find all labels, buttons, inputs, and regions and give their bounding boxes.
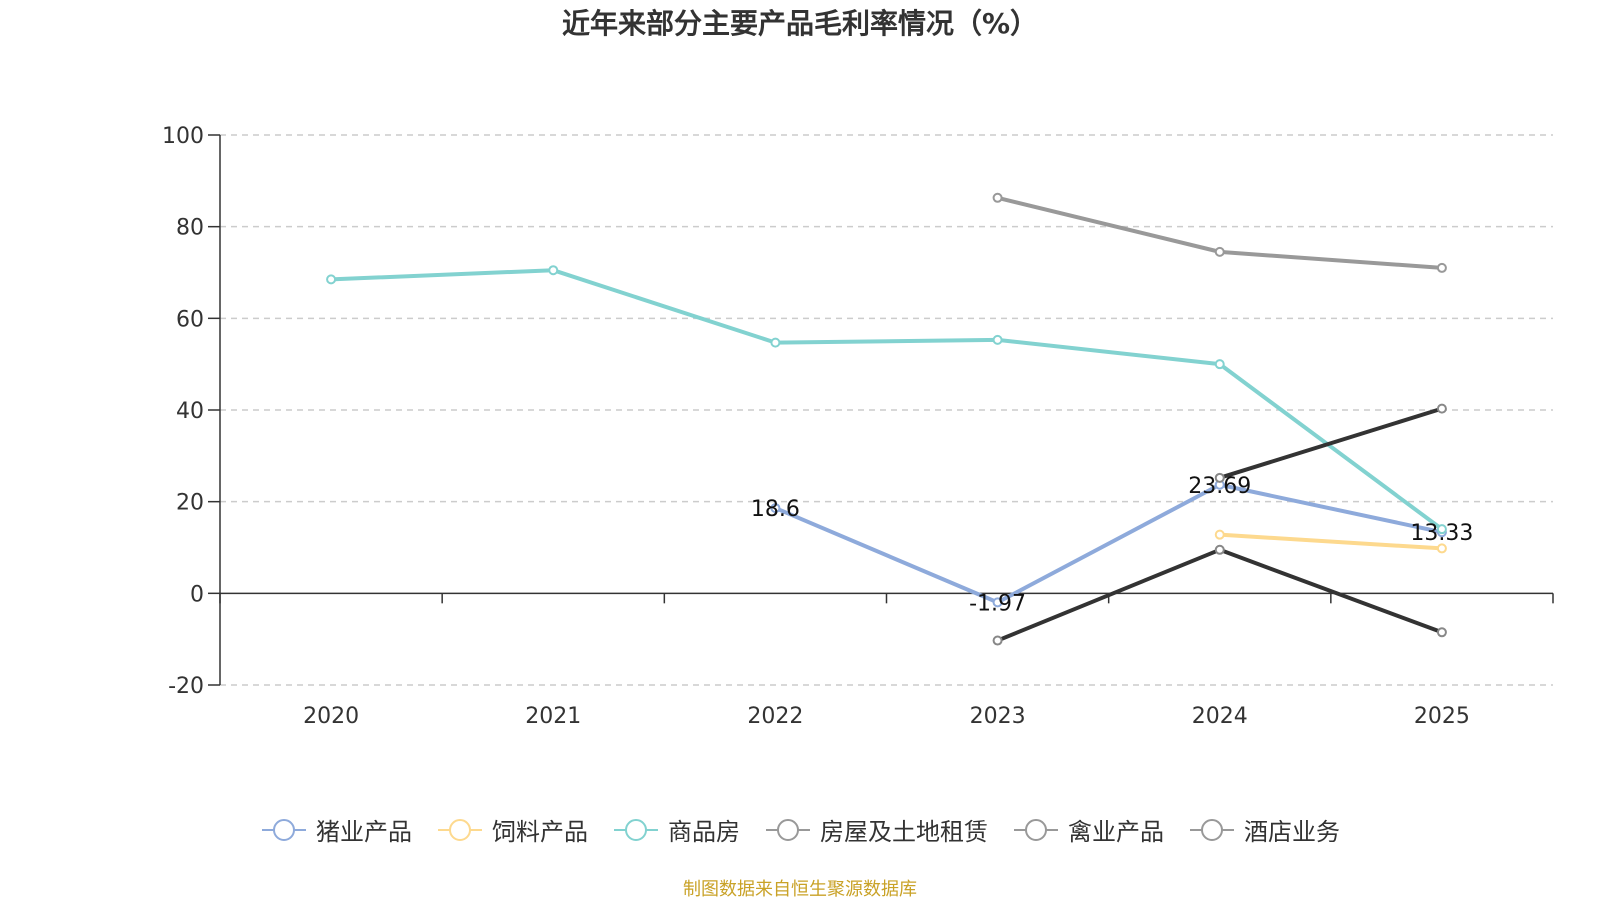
legend-label: 酒店业务: [1244, 818, 1340, 846]
legend-label: 饲料产品: [492, 818, 588, 846]
legend-label: 房屋及土地租赁: [820, 818, 988, 846]
data-point: [992, 334, 1003, 345]
data-point: [1214, 529, 1225, 540]
legend-label: 商品房: [668, 818, 740, 846]
legend-item[interactable]: 房屋及土地租赁: [764, 812, 988, 847]
y-tick-label: 40: [176, 399, 204, 424]
legend-item[interactable]: 禽业产品: [1012, 812, 1164, 847]
data-point: [1436, 524, 1447, 535]
legend-line-circle-icon: [1014, 818, 1058, 841]
chart-title: 近年来部分主要产品毛利率情况（%）: [561, 7, 1039, 40]
data-point: [1436, 403, 1447, 414]
legend-label: 禽业产品: [1068, 818, 1164, 846]
x-tick-label: 2022: [747, 704, 803, 729]
data-point: [770, 503, 781, 514]
series-line-5: [1219, 406, 1443, 480]
series-line-1: [774, 482, 1443, 605]
legend-line-circle-icon: [614, 818, 658, 841]
data-label: 13.33: [1410, 521, 1473, 546]
data-point: [326, 274, 337, 285]
y-tick-label: 20: [176, 491, 204, 516]
y-tick-label: -20: [168, 674, 204, 699]
y-tick-label: 80: [176, 216, 204, 241]
legend: 猪业产品 饲料产品 商品房 房屋及土地租赁 禽业产品 酒店业务: [0, 812, 1600, 847]
legend-line-circle-icon: [766, 818, 810, 841]
legend-item[interactable]: 酒店业务: [1188, 812, 1340, 847]
data-point: [770, 337, 781, 348]
data-label: 18.6: [751, 497, 800, 522]
data-point: [1436, 543, 1447, 554]
series-line-4: [997, 195, 1443, 270]
data-point: [1436, 262, 1447, 273]
data-point: [1214, 359, 1225, 370]
legend-item[interactable]: 商品房: [612, 812, 740, 847]
data-point: [1214, 472, 1225, 483]
data-label: -1.97: [969, 591, 1026, 616]
x-tick-label: 2021: [525, 704, 581, 729]
y-tick-label: 100: [162, 124, 204, 149]
legend-line-circle-icon: [438, 818, 482, 841]
x-tick-label: 2020: [303, 704, 359, 729]
data-point: [992, 635, 1003, 646]
axes: -20 0 20 40 60 80 100 2020 2021 2022 2023 2024 2025: [162, 124, 1554, 729]
series-lines: [326, 192, 1447, 646]
data-labels: 18.6 -1.97 23.69 13.33: [751, 474, 1473, 617]
data-point: [992, 597, 1003, 608]
legend-line-circle-icon: [1190, 818, 1234, 841]
data-point: [1436, 627, 1447, 638]
legend-label: 猪业产品: [316, 818, 412, 846]
y-tick-label: 60: [176, 307, 204, 332]
legend-line-circle-icon: [262, 818, 306, 841]
data-label: 23.69: [1188, 474, 1251, 499]
legend-item[interactable]: 饲料产品: [436, 812, 588, 847]
data-point: [1214, 544, 1225, 555]
grid-lines: [220, 134, 1553, 686]
x-tick-label: 2023: [970, 704, 1026, 729]
data-point: [992, 192, 1003, 203]
source-note: 制图数据来自恒生聚源数据库: [683, 879, 917, 900]
x-tick-label: 2024: [1192, 704, 1248, 729]
series-line-3: [331, 268, 1444, 531]
x-tick-label: 2025: [1414, 704, 1470, 729]
y-tick-label: 0: [190, 582, 204, 607]
legend-item[interactable]: 猪业产品: [260, 812, 412, 847]
data-point: [548, 265, 559, 276]
series-line-2: [1219, 532, 1443, 551]
series-line-6: [996, 547, 1443, 643]
data-point: [1214, 246, 1225, 257]
